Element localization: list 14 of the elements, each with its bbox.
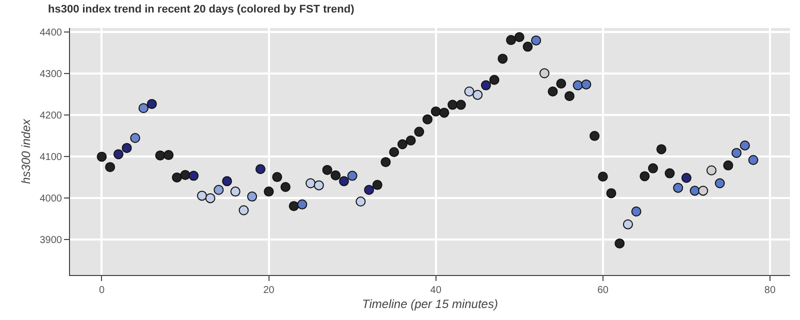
y-axis-title: hs300 index	[19, 118, 34, 184]
y-tick-label: 4200	[40, 110, 62, 122]
chart-title: hs300 index trend in recent 20 days (colored by FST trend)	[48, 4, 355, 16]
x-tick-label: 20	[263, 285, 275, 296]
x-tick-label: 40	[430, 285, 442, 296]
y-tick-label: 3900	[40, 235, 62, 246]
y-tick-label: 4300	[40, 69, 62, 80]
y-tick-label: 4100	[40, 152, 62, 164]
x-tick-label: 60	[597, 285, 609, 296]
x-tick-label: 0	[98, 285, 105, 296]
x-axis-title: Timeline (per 15 minutes)	[362, 296, 498, 311]
y-tick-label: 4400	[40, 28, 62, 39]
y-tick-label: 4000	[40, 194, 62, 205]
x-tick-label: 80	[764, 285, 776, 296]
